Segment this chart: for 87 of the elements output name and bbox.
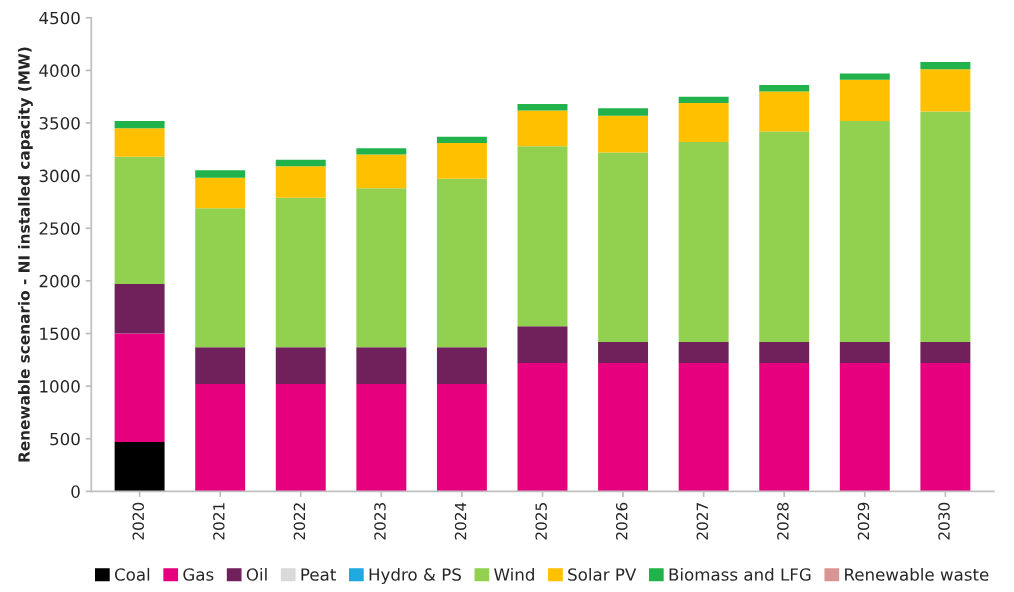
bar <box>678 141 729 342</box>
bar <box>598 152 649 342</box>
legend-label: Biomass and LFG <box>669 567 811 581</box>
bar <box>839 120 890 342</box>
y-tick-label: 3000 <box>39 169 80 183</box>
bar <box>678 103 729 142</box>
bar <box>114 156 165 285</box>
bar <box>517 104 568 111</box>
bar <box>275 384 326 492</box>
bar <box>275 347 326 385</box>
y-tick-label: 2500 <box>39 222 80 235</box>
legend-label: Wind <box>494 567 534 581</box>
bar <box>356 384 407 492</box>
bar <box>195 177 246 209</box>
bar <box>920 341 971 363</box>
x-tick-label: 2030 <box>938 502 950 540</box>
bar <box>598 115 649 153</box>
bar <box>839 362 890 492</box>
bar <box>920 362 971 492</box>
bar <box>195 384 246 492</box>
x-tick-label: 2023 <box>374 503 386 540</box>
bar <box>598 108 649 116</box>
bar <box>356 347 407 385</box>
y-tick-label: 500 <box>50 432 80 446</box>
legend-label: Peat <box>301 568 336 581</box>
bar <box>839 73 890 80</box>
bar <box>356 148 407 155</box>
x-tick-label: 2024 <box>454 502 467 540</box>
bar <box>436 347 487 385</box>
bar <box>759 362 810 492</box>
bar <box>759 131 810 342</box>
y-tick-label: 4500 <box>39 11 80 25</box>
bar <box>678 341 729 363</box>
bar <box>920 61 971 70</box>
legend-label: Gas <box>183 568 214 581</box>
legend-label: Solar PV <box>568 567 637 581</box>
x-tick-label: 2022 <box>293 503 306 540</box>
bar <box>195 208 246 348</box>
bar <box>436 136 487 143</box>
bar <box>598 362 649 492</box>
y-tick-label: 0 <box>71 485 80 498</box>
bar <box>275 166 326 198</box>
y-tick-label: 1000 <box>40 380 80 393</box>
y-tick-label: 3500 <box>39 116 80 130</box>
bar <box>839 79 890 121</box>
x-tick-label: 2028 <box>777 502 789 540</box>
bar <box>759 85 810 92</box>
x-tick-label: 2020 <box>132 502 145 540</box>
bar <box>356 188 407 348</box>
bar <box>920 69 971 112</box>
bar <box>195 170 246 178</box>
legend-label: Hydro & PS <box>369 567 461 585</box>
bar <box>678 362 729 492</box>
x-tick-label: 2025 <box>535 503 547 540</box>
bar <box>920 111 971 342</box>
bar <box>839 341 890 363</box>
x-tick-label: 2021 <box>213 503 225 540</box>
x-tick-label: 2026 <box>615 502 628 540</box>
y-tick-label: 4000 <box>39 64 80 77</box>
y-tick-label: 1500 <box>40 327 80 341</box>
bar <box>195 347 246 385</box>
bar <box>114 128 165 157</box>
bar <box>517 146 568 327</box>
x-tick-label: 2029 <box>857 502 870 540</box>
bar <box>517 362 568 492</box>
bar <box>759 341 810 363</box>
bar <box>517 110 568 147</box>
bar <box>275 197 326 348</box>
bar <box>678 96 729 104</box>
bar <box>436 143 487 179</box>
y-tick-label: 2000 <box>39 274 80 288</box>
bar <box>114 441 165 492</box>
bar <box>517 326 568 363</box>
bar <box>759 91 810 132</box>
x-tick-label: 2027 <box>696 503 709 540</box>
bar <box>436 178 487 348</box>
y-axis-title: Renewable scenario - NI installed capacity (MW) <box>17 47 33 462</box>
legend-label: Oil <box>246 567 267 581</box>
bar <box>436 384 487 492</box>
legend-label: Renewable waste <box>845 567 989 581</box>
bar <box>114 333 165 442</box>
bar <box>275 159 326 167</box>
legend-label: Coal <box>114 567 150 581</box>
bar <box>598 341 649 363</box>
bar <box>356 154 407 189</box>
bar <box>114 120 165 129</box>
bar <box>114 284 165 334</box>
